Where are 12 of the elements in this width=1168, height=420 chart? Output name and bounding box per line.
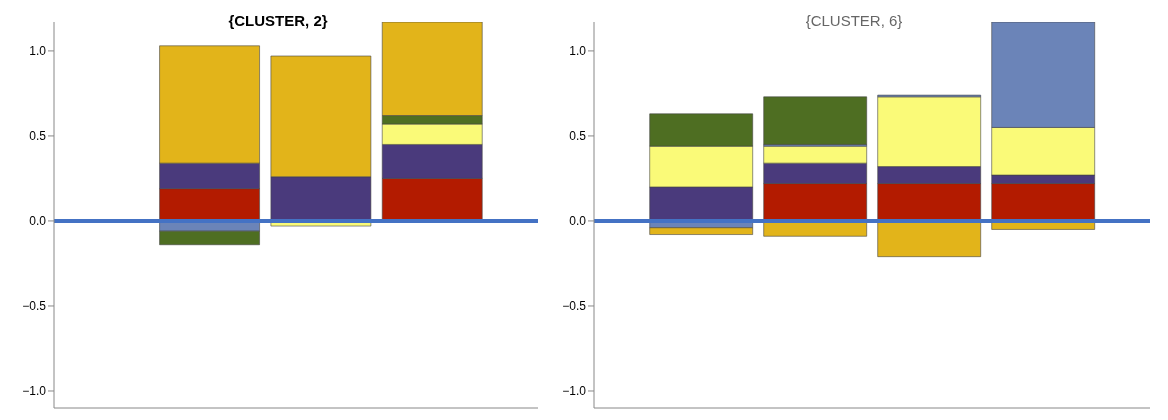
chart-title: {CLUSTER, 6} — [804, 12, 904, 29]
y-tick-label: 1.0 — [569, 44, 587, 59]
y-tick-label: −0.5 — [562, 299, 587, 314]
y-tick-label: 0.0 — [569, 214, 587, 229]
y-tick-label: 0.5 — [569, 129, 587, 144]
chart-title: {CLUSTER, 2} — [227, 12, 329, 29]
y-tick-label: 0.5 — [29, 129, 47, 144]
y-tick-label: −1.0 — [562, 384, 587, 399]
y-tick-label: 0.0 — [29, 214, 47, 229]
y-tick-label: 1.0 — [29, 44, 47, 59]
y-tick-label: −1.0 — [22, 384, 47, 399]
y-tick-label: −0.5 — [22, 299, 47, 314]
